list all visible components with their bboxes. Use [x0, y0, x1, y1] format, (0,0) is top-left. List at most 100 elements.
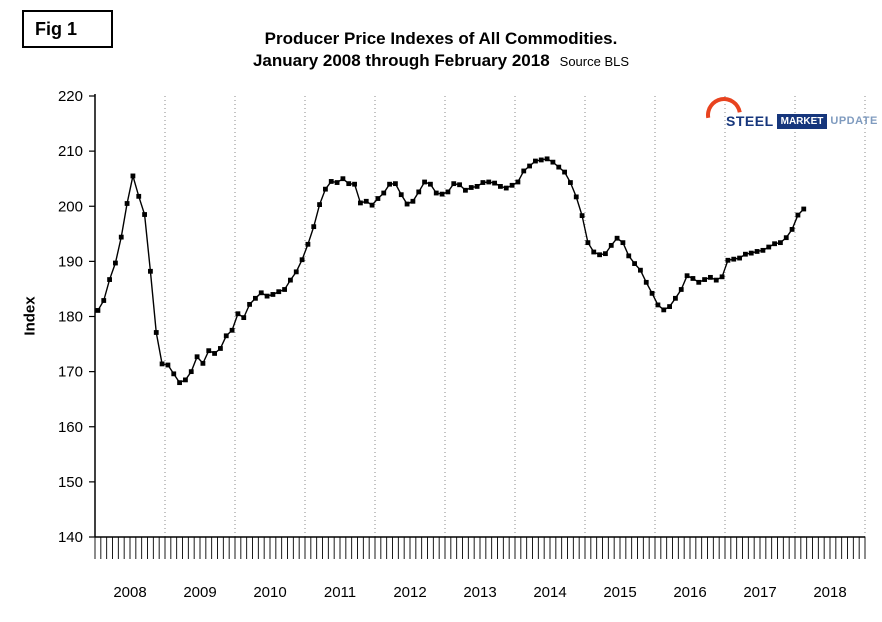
data-point-marker [311, 224, 317, 230]
data-point-marker [754, 249, 760, 254]
data-point-marker [118, 234, 124, 240]
data-point-marker [107, 277, 112, 282]
data-point-marker [480, 180, 486, 185]
data-point-marker [247, 301, 252, 307]
data-point-marker [474, 184, 480, 189]
data-point-marker [468, 185, 474, 190]
data-point-marker [206, 348, 212, 354]
data-point-marker [451, 181, 457, 187]
data-point-marker [235, 311, 241, 317]
data-point-marker [171, 371, 177, 377]
data-point-marker [387, 181, 392, 187]
x-year-label: 2017 [743, 584, 776, 601]
data-point-marker [363, 198, 369, 204]
ppi-series-line [97, 158, 805, 384]
x-year-label: 2015 [603, 584, 636, 601]
data-point-marker [305, 241, 311, 247]
data-point-marker [113, 260, 118, 266]
data-point-marker [457, 182, 462, 188]
data-point-marker [148, 268, 153, 274]
data-point-marker [556, 164, 562, 170]
data-point-marker [643, 279, 649, 285]
data-point-marker [358, 200, 363, 206]
data-point-marker [509, 182, 515, 188]
data-point-marker [521, 168, 527, 174]
data-point-marker [218, 346, 223, 351]
x-year-label: 2010 [253, 584, 286, 601]
data-point-marker [393, 181, 398, 187]
data-point-marker [795, 212, 801, 218]
data-point-marker [515, 179, 521, 185]
data-point-marker [253, 295, 258, 301]
data-point-marker [661, 307, 667, 313]
y-axis-label: Index [21, 296, 39, 336]
data-point-marker [573, 194, 579, 200]
data-point-marker [200, 360, 206, 366]
data-point-marker [486, 179, 492, 185]
x-year-label: 2016 [673, 584, 706, 601]
data-point-marker [731, 256, 737, 262]
data-point-marker [778, 240, 783, 246]
data-point-marker [684, 273, 690, 279]
figure-label-text: Fig 1 [35, 18, 78, 39]
source-label: Source BLS [559, 54, 630, 70]
data-point-marker [492, 180, 497, 186]
data-point-marker [241, 315, 247, 321]
logo-word-steel: STEEL [726, 113, 774, 129]
data-point-marker [591, 249, 597, 255]
figure-label: Fig 1 [22, 10, 113, 48]
data-point-marker [673, 295, 678, 301]
data-point-marker [194, 354, 200, 360]
data-point-marker [503, 185, 509, 191]
data-point-marker [369, 202, 375, 208]
data-point-marker [416, 189, 422, 195]
data-point-marker [498, 184, 503, 189]
data-point-marker [725, 257, 731, 263]
data-point-marker [550, 159, 556, 165]
data-point-marker [649, 290, 655, 296]
data-point-marker [597, 252, 602, 258]
data-point-marker [801, 206, 807, 212]
data-point-marker [375, 196, 381, 201]
x-year-label: 2012 [393, 584, 426, 601]
data-point-marker [579, 213, 585, 219]
data-point-marker [614, 235, 620, 241]
data-point-marker [229, 327, 235, 333]
data-point-marker [334, 180, 340, 185]
data-point-marker [159, 361, 165, 367]
data-point-marker [293, 269, 299, 275]
data-point-marker [702, 277, 707, 282]
data-point-marker [276, 289, 282, 295]
chart-title-line1: Producer Price Indexes of All Commoditie… [264, 29, 618, 48]
data-point-marker [544, 156, 550, 162]
data-point-marker [439, 191, 445, 197]
data-point-marker [538, 157, 544, 163]
data-point-marker [270, 292, 276, 297]
data-point-marker [433, 190, 439, 196]
data-point-marker [603, 251, 608, 257]
logo-word-market: MARKET [776, 113, 828, 129]
data-point-marker [340, 176, 346, 182]
chart-title-line2: January 2008 through February 2018 Source… [0, 50, 882, 72]
y-tick-label: 170 [58, 364, 83, 381]
data-point-marker [445, 189, 451, 195]
data-point-marker [667, 304, 672, 309]
data-point-marker [655, 302, 661, 308]
data-point-marker [346, 181, 352, 187]
x-year-label: 2008 [113, 584, 146, 601]
data-point-marker [719, 274, 725, 280]
data-point-marker [708, 274, 713, 280]
data-point-marker [264, 293, 270, 299]
data-point-marker [737, 255, 742, 261]
chart-title: Producer Price Indexes of All Commoditie… [0, 28, 882, 72]
data-point-marker [177, 380, 182, 386]
data-point-marker [638, 267, 643, 273]
data-point-marker [463, 187, 468, 193]
data-point-marker [632, 261, 637, 266]
data-point-marker [352, 181, 357, 187]
data-point-marker [299, 257, 305, 263]
data-point-marker [165, 362, 171, 368]
data-point-marker [696, 279, 702, 285]
data-point-marker [766, 244, 772, 250]
